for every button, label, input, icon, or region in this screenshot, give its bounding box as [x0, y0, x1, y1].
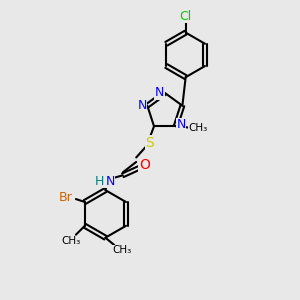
Text: Cl: Cl	[179, 10, 192, 23]
Text: O: O	[139, 158, 150, 172]
Text: Br: Br	[58, 191, 72, 204]
Text: CH₃: CH₃	[112, 245, 131, 255]
Text: CH₃: CH₃	[188, 123, 208, 133]
Text: CH₃: CH₃	[62, 236, 81, 246]
Text: N: N	[176, 118, 186, 131]
Text: H: H	[95, 175, 105, 188]
Text: N: N	[155, 86, 164, 99]
Text: N: N	[105, 175, 115, 188]
Text: N: N	[137, 99, 147, 112]
Text: S: S	[145, 136, 154, 150]
